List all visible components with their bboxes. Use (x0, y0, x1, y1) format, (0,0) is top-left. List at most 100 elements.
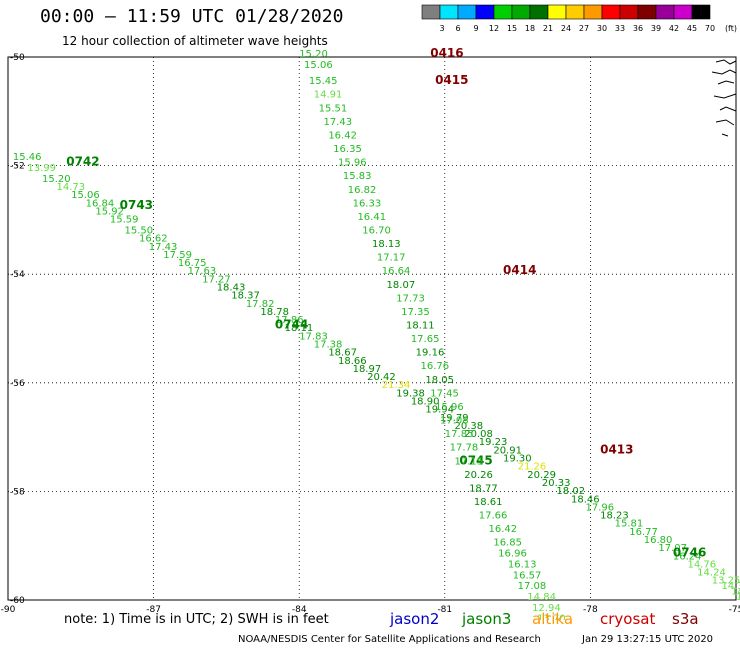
scale-label: 15 (507, 24, 517, 33)
color-scale: 3 6 9 12 15 18 21 24 27 30 33 36 39 42 45 70 (ft) (421, 4, 737, 33)
swh-value: 15.59 (110, 215, 139, 226)
pass-time-label: 0416 (430, 46, 463, 60)
swh-value: 15.45 (309, 76, 338, 87)
swh-value: 18.77 (469, 483, 498, 494)
scale-unit: (ft) (725, 24, 737, 33)
swh-value: 15.46 (13, 152, 42, 163)
swh-value: 17.15 (455, 456, 484, 467)
swh-value: 18.23 (600, 511, 629, 522)
plot-frame (7, 56, 737, 601)
swh-value: 19.23 (479, 437, 508, 448)
swh-value: 14.34 (721, 581, 740, 592)
swh-value: 14.68 (736, 592, 740, 603)
swh-value: 15.83 (343, 171, 372, 182)
pass-time-label: 0745 (459, 453, 492, 467)
swh-value: 20.26 (464, 470, 493, 481)
page-subtitle: 12 hour collection of altimeter wave hei… (62, 34, 328, 48)
coastline (711, 59, 737, 137)
swh-value: 17.66 (479, 511, 508, 522)
swh-value: 14.84 (527, 592, 556, 603)
swh-value: 18.11 (285, 323, 314, 334)
swh-value: 16.70 (362, 225, 391, 236)
pass-time-label: 0413 (600, 442, 633, 456)
scale-label: 24 (561, 24, 571, 33)
scale-label: 3 (439, 24, 444, 33)
x-tick-label: -75 (729, 605, 740, 615)
y-tick-label: -56 (10, 379, 25, 389)
swh-value: 19.38 (396, 388, 425, 399)
pass-time-label: 0414 (503, 263, 536, 277)
x-tick-label: -87 (146, 605, 161, 615)
scale-label: 12 (489, 24, 499, 33)
scale-label: 42 (669, 24, 679, 33)
swh-value: 16.57 (513, 570, 542, 581)
swh-value: 15.20 (42, 174, 71, 185)
swh-value: 16.75 (178, 258, 207, 269)
swh-value: 17.78 (450, 443, 479, 454)
swh-value: 17.43 (323, 117, 352, 128)
swh-value: 17.96 (586, 502, 615, 513)
swh-value: 14.76 (687, 559, 716, 570)
pass-time-label: 0746 (673, 546, 706, 560)
scale-label: 9 (473, 24, 478, 33)
x-tick-label: -84 (292, 605, 307, 615)
pass-time-label: 0743 (120, 198, 153, 212)
swh-value: 17.17 (377, 253, 406, 264)
scale-label: 36 (633, 24, 643, 33)
pass-time-label: 0744 (275, 318, 308, 332)
swh-value: 18.05 (425, 375, 454, 386)
swh-value: 16.13 (508, 559, 537, 570)
swh-value: 17.65 (411, 334, 440, 345)
swh-value: 14.91 (314, 90, 343, 101)
swh-value: 18.07 (387, 280, 416, 291)
swh-value: 18.37 (231, 291, 260, 302)
swh-value: 20.38 (455, 421, 484, 432)
pass-time-label: 0742 (66, 155, 99, 169)
swh-value: 16.42 (328, 130, 357, 141)
swh-value: 15.92 (95, 206, 124, 217)
swh-value: 18.78 (260, 307, 289, 318)
page-title: 00:00 – 11:59 UTC 01/28/2020 (40, 6, 344, 27)
swh-value: 18.97 (353, 364, 382, 375)
swh-value: 13.99 (27, 163, 56, 174)
swh-value: 16.77 (629, 527, 658, 538)
swh-value: 16.76 (421, 361, 450, 372)
x-tick-label: -81 (437, 605, 452, 615)
swh-value: 12.94 (532, 603, 561, 614)
swh-value: 15.50 (124, 225, 153, 236)
swh-value: 20.29 (527, 470, 556, 481)
note-text: note: 1) Time is in UTC; 2) SWH is in fe… (64, 612, 329, 627)
swh-value: 19.30 (503, 454, 532, 465)
swh-value: 18.90 (411, 397, 440, 408)
swh-value: 19.79 (440, 413, 469, 424)
swh-value: 20.08 (464, 429, 493, 440)
swh-value: 16.64 (382, 266, 411, 277)
swh-value: 17.73 (396, 293, 425, 304)
y-tick-label: -60 (10, 596, 25, 606)
swh-value: 14.69 (731, 587, 740, 598)
swh-value: 17.59 (163, 250, 192, 261)
swh-value: 16.42 (488, 524, 517, 535)
y-tick-label: -58 (10, 487, 25, 497)
swh-value: 20.33 (542, 478, 571, 489)
swh-value: 13.25 (712, 576, 740, 587)
plot-area: -90 -87 -84 -81 -78 -75 -50 -52 -54 -56 -58 -60 15.4… (1, 46, 740, 620)
swh-value: 16.62 (139, 234, 168, 245)
scale-label: 45 (687, 24, 697, 33)
y-tick-label: -50 (10, 53, 25, 63)
scale-label: 33 (615, 24, 625, 33)
swh-value: 17.85 (445, 429, 474, 440)
swh-value: 14.24 (697, 568, 726, 579)
scale-label: 21 (543, 24, 553, 33)
swh-value: 16.41 (357, 212, 386, 223)
swh-value: 17.08 (440, 416, 469, 427)
swh-value: 16.96 (498, 549, 527, 560)
footer-timestamp: Jan 29 13:27:15 UTC 2020 (582, 634, 714, 645)
swh-value: 16.84 (86, 198, 115, 209)
swh-value: 17.86 (275, 315, 304, 326)
swh-value: 15.96 (338, 158, 367, 169)
swh-value: 15.06 (71, 190, 100, 201)
swh-value: 17.08 (518, 581, 547, 592)
swh-value: 15.81 (615, 519, 644, 530)
swh-value: 18.02 (556, 486, 585, 497)
